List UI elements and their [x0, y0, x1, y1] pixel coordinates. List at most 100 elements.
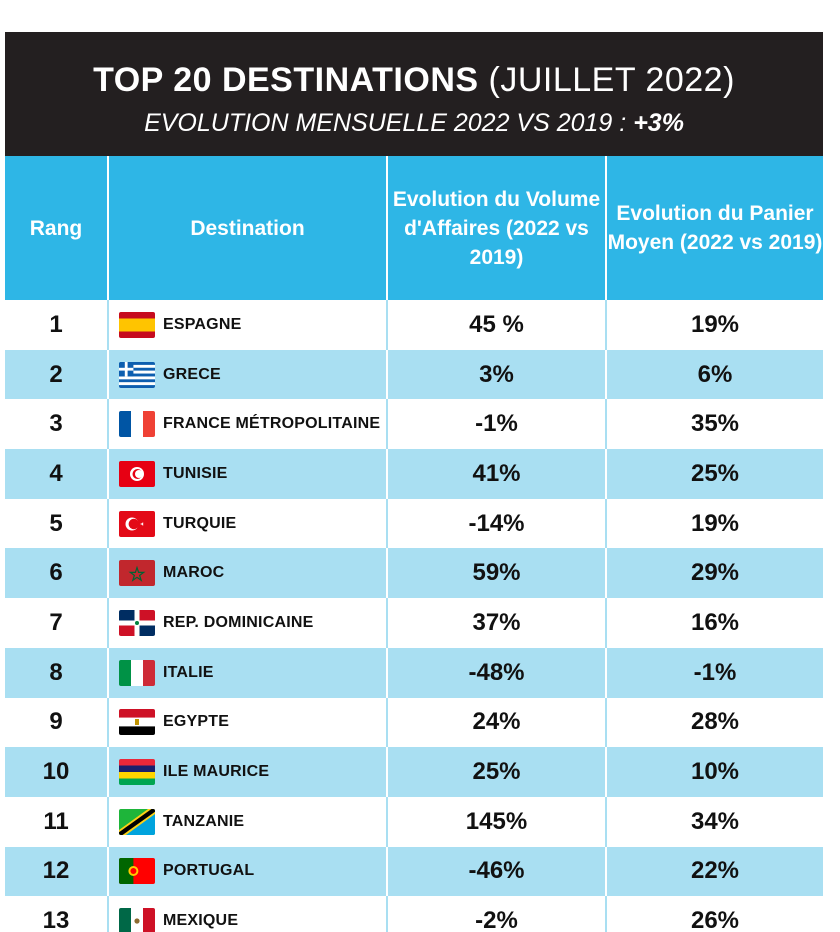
page-title: TOP 20 DESTINATIONS (JUILLET 2022) — [5, 60, 823, 100]
volume-evolution-cell: -48% — [386, 647, 605, 698]
subtitle: EVOLUTION MENSUELLE 2022 VS 2019 : +3% — [5, 108, 823, 138]
volume-evolution-cell: 59% — [386, 548, 605, 599]
destinations-table-card: TOP 20 DESTINATIONS (JUILLET 2022) EVOLU… — [5, 32, 823, 932]
volume-evolution-cell: -14% — [386, 498, 605, 549]
destination-cell: TUNISIE — [107, 449, 386, 499]
destination-name: TANZANIE — [163, 812, 245, 830]
destination-cell: EGYPTE — [107, 697, 386, 748]
rank-cell: 2 — [49, 360, 63, 388]
volume-evolution-cell: 37% — [386, 598, 605, 648]
title-main: TOP 20 DESTINATIONS — [93, 61, 479, 99]
header-rang: Rang — [29, 216, 83, 240]
volume-evolution-cell: 3% — [386, 349, 605, 400]
header-destination: Destination — [107, 156, 386, 300]
volume-evolution-cell: -2% — [386, 896, 605, 932]
rank-cell: 11 — [43, 807, 69, 835]
dominican-republic-flag-icon — [119, 609, 155, 636]
destination-cell: ILE MAURICE — [107, 747, 386, 797]
panier-evolution-cell: 22% — [605, 846, 823, 897]
table-row: 4 TUNISIE 41% 25% — [5, 449, 823, 499]
destination-cell: ITALIE — [107, 647, 386, 698]
destination-cell: TURQUIE — [107, 498, 386, 549]
italy-flag-icon — [119, 659, 155, 686]
panier-evolution-cell: 10% — [605, 747, 823, 797]
panier-evolution-cell: 16% — [605, 598, 823, 648]
table-row: 12 PORTUGAL -46% 22% — [5, 846, 823, 897]
header-volume: Evolution du Volume d'Affaires (2022 vs … — [386, 156, 605, 300]
volume-evolution-cell: -46% — [386, 846, 605, 897]
title-band: TOP 20 DESTINATIONS (JUILLET 2022) EVOLU… — [5, 32, 823, 156]
table-row: 11 TANZANIE 145% 34% — [5, 796, 823, 847]
destination-cell: MAROC — [107, 548, 386, 599]
volume-evolution-cell: 25% — [386, 747, 605, 797]
morocco-flag-icon — [119, 560, 155, 587]
greece-flag-icon — [119, 361, 155, 388]
destination-name: PORTUGAL — [163, 862, 255, 880]
tunisia-flag-icon — [119, 460, 155, 487]
rank-cell: 9 — [49, 708, 63, 736]
destination-cell: MEXIQUE — [107, 896, 386, 932]
panier-evolution-cell: -1% — [605, 647, 823, 698]
volume-evolution-cell: 24% — [386, 697, 605, 748]
table-row: 2 GRECE 3% 6% — [5, 349, 823, 400]
rank-cell: 1 — [49, 310, 63, 338]
panier-evolution-cell: 26% — [605, 896, 823, 932]
panier-evolution-cell: 19% — [605, 300, 823, 350]
rank-cell: 12 — [42, 857, 70, 885]
rank-cell: 7 — [49, 608, 63, 636]
panier-evolution-cell: 34% — [605, 796, 823, 847]
destination-name: FRANCE MÉTROPOLITAINE — [163, 415, 381, 433]
table-row: 5 TURQUIE -14% 19% — [5, 498, 823, 549]
destination-name: MEXIQUE — [163, 912, 239, 930]
table-row: 10 ILE MAURICE 25% 10% — [5, 747, 823, 797]
panier-evolution-cell: 28% — [605, 697, 823, 748]
table-row: 13 MEXIQUE -2% 26% — [5, 896, 823, 932]
destination-cell: ESPAGNE — [107, 300, 386, 350]
table-row: 1 ESPAGNE 45 % 19% — [5, 300, 823, 350]
volume-evolution-cell: 41% — [386, 449, 605, 499]
volume-evolution-cell: 45 % — [386, 300, 605, 350]
rank-cell: 3 — [49, 410, 63, 438]
destination-name: EGYPTE — [163, 713, 230, 731]
table-row: 6 MAROC 59% 29% — [5, 548, 823, 599]
destination-name: ITALIE — [163, 663, 214, 681]
destination-name: GRECE — [163, 365, 221, 383]
rank-cell: 6 — [49, 559, 63, 587]
rank-cell: 4 — [49, 459, 63, 487]
destination-name: ILE MAURICE — [163, 763, 270, 781]
table-row: 9 EGYPTE 24% 28% — [5, 697, 823, 748]
volume-evolution-cell: 145% — [386, 796, 605, 847]
table-header: Rang Destination Evolution du Volume d'A… — [5, 156, 823, 300]
destination-name: MAROC — [163, 564, 225, 582]
table-row: 8 ITALIE -48% -1% — [5, 647, 823, 698]
subtitle-value: +3% — [633, 109, 684, 137]
destination-name: ESPAGNE — [163, 315, 242, 333]
destination-cell: REP. DOMINICAINE — [107, 598, 386, 648]
destination-name: TUNISIE — [163, 464, 228, 482]
tanzania-flag-icon — [119, 808, 155, 835]
destination-cell: PORTUGAL — [107, 846, 386, 897]
header-panier: Evolution du Panier Moyen (2022 vs 2019) — [605, 156, 823, 300]
france-flag-icon — [119, 411, 155, 438]
mauritius-flag-icon — [119, 759, 155, 786]
spain-flag-icon — [119, 311, 155, 338]
destination-cell: TANZANIE — [107, 796, 386, 847]
subtitle-text: EVOLUTION MENSUELLE 2022 VS 2019 : — [144, 109, 627, 137]
mexico-flag-icon — [119, 908, 155, 932]
panier-evolution-cell: 35% — [605, 399, 823, 450]
table-body: 1 ESPAGNE 45 % 19% 2 GRECE 3% 6% 3 FRANCE MÉTROPO… — [5, 300, 823, 932]
turkey-flag-icon — [119, 510, 155, 537]
portugal-flag-icon — [119, 858, 155, 885]
rank-cell: 10 — [42, 758, 70, 786]
volume-evolution-cell: -1% — [386, 399, 605, 450]
panier-evolution-cell: 19% — [605, 498, 823, 549]
panier-evolution-cell: 29% — [605, 548, 823, 599]
panier-evolution-cell: 6% — [605, 349, 823, 400]
egypt-flag-icon — [119, 709, 155, 736]
panier-evolution-cell: 25% — [605, 449, 823, 499]
destination-name: TURQUIE — [163, 514, 237, 532]
table-row: 7 REP. DOMINICAINE 37% 16% — [5, 598, 823, 648]
rank-cell: 5 — [49, 509, 63, 537]
rank-cell: 13 — [42, 907, 70, 932]
title-period: (JUILLET 2022) — [488, 61, 735, 99]
